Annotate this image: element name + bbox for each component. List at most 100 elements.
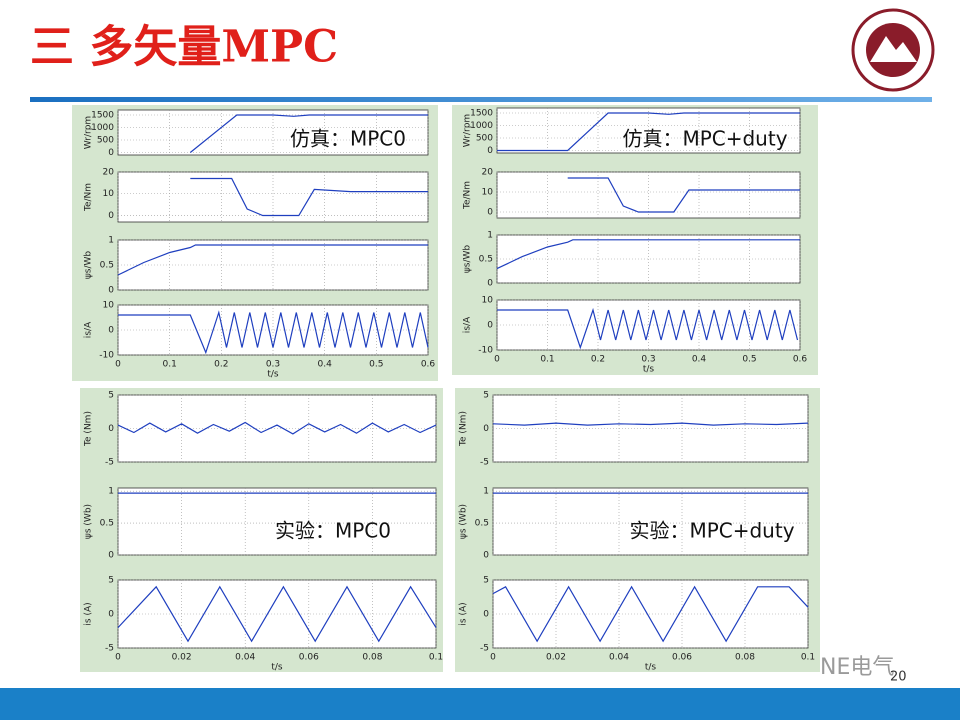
y-tick-label: -5 [105, 458, 114, 468]
y-tick-label: 1000 [470, 121, 493, 131]
waveform [118, 310, 429, 355]
panel-caption: 实验：MPC0 [275, 519, 391, 543]
x-tick-label: 0.3 [641, 355, 655, 365]
y-tick-label: 0 [108, 211, 114, 221]
plot-area [117, 109, 429, 156]
x-tick-label: 0 [115, 653, 121, 663]
page-number: 20 [890, 670, 907, 685]
y-axis-label: Te (Nm) [84, 411, 94, 447]
x-tick-label: 0.1 [429, 653, 443, 663]
y-tick-label: 0.5 [479, 255, 493, 265]
x-tick-label: 0.3 [266, 360, 280, 370]
y-tick-label: 10 [482, 296, 494, 306]
y-tick-label: 5 [483, 391, 489, 401]
x-tick-label: 0.1 [801, 653, 815, 663]
y-tick-label: 5 [108, 391, 114, 401]
y-tick-label: 0 [108, 286, 114, 296]
y-axis-label: Wr/rpm [84, 116, 94, 149]
y-tick-label: 1500 [470, 109, 493, 119]
y-axis-label: is (A) [459, 602, 469, 625]
x-tick-label: 0.06 [299, 653, 319, 663]
y-axis-label: Te/Nm [84, 183, 94, 212]
y-axis-label: Wr/rpm [463, 114, 473, 147]
plot-area [496, 171, 801, 219]
y-axis-label: Te (Nm) [459, 411, 469, 447]
waveform [117, 585, 437, 643]
y-tick-label: 1 [483, 487, 489, 497]
x-tick-label: 0 [115, 360, 121, 370]
slide-title: 三 多矢量MPC [30, 22, 338, 73]
x-axis-label: t/s [271, 663, 283, 673]
x-tick-label: 0.1 [163, 360, 177, 370]
logo [851, 8, 935, 92]
waveform [497, 112, 800, 152]
y-axis-label: ψs (Wb) [459, 504, 469, 539]
waveform [496, 239, 800, 270]
y-tick-label: 0 [487, 146, 493, 156]
y-tick-label: 0 [483, 610, 489, 620]
y-axis-label: Te/Nm [463, 181, 473, 210]
y-tick-label: 0.5 [100, 261, 114, 271]
x-tick-label: 0.1 [540, 355, 554, 365]
x-tick-label: 0.4 [692, 355, 707, 365]
x-tick-label: 0.5 [742, 355, 756, 365]
x-tick-label: 0.4 [318, 360, 333, 370]
footer-bar [0, 688, 960, 720]
y-tick-label: 1 [108, 236, 114, 246]
plot-area [117, 487, 437, 556]
y-tick-label: 0 [487, 279, 493, 289]
y-tick-label: 0 [483, 424, 489, 434]
waveform [492, 422, 809, 426]
y-tick-label: 5 [483, 576, 489, 586]
y-tick-label: -10 [99, 351, 114, 361]
waveform [492, 585, 809, 643]
watermark: NE电气 [820, 655, 894, 680]
waveform [190, 177, 428, 217]
x-tick-label: 0 [494, 355, 500, 365]
x-tick-label: 0.6 [421, 360, 436, 370]
y-tick-label: -5 [480, 458, 489, 468]
y-tick-label: 0.5 [475, 519, 489, 529]
y-tick-label: 10 [482, 188, 494, 198]
x-tick-label: 0.6 [793, 355, 808, 365]
y-tick-label: 10 [103, 301, 115, 311]
title-rule [30, 97, 932, 102]
panel-caption: 仿真：MPC+duty [622, 127, 787, 151]
y-tick-label: 0 [108, 610, 114, 620]
panel-caption: 实验：MPC+duty [629, 519, 794, 543]
x-tick-label: 0.04 [609, 653, 629, 663]
y-axis-label: ψs (Wb) [84, 504, 94, 539]
x-tick-label: 0.08 [735, 653, 755, 663]
y-tick-label: 500 [97, 136, 114, 146]
x-tick-label: 0.5 [369, 360, 383, 370]
y-tick-label: 0 [483, 551, 489, 561]
x-axis-label: t/s [267, 370, 279, 380]
x-tick-label: 0.02 [546, 653, 566, 663]
x-tick-label: 0.06 [672, 653, 692, 663]
y-tick-label: 1500 [91, 111, 114, 121]
y-tick-label: 0 [108, 551, 114, 561]
y-tick-label: -5 [480, 644, 489, 654]
x-axis-label: t/s [643, 365, 655, 375]
y-tick-label: 0.5 [100, 519, 114, 529]
x-tick-label: 0.2 [591, 355, 605, 365]
panel-caption: 仿真：MPC0 [290, 127, 406, 151]
y-tick-label: -10 [478, 346, 493, 356]
x-tick-label: 0.04 [235, 653, 255, 663]
plot-area [496, 107, 801, 154]
x-tick-label: 0 [490, 653, 496, 663]
y-tick-label: 1000 [91, 123, 114, 133]
y-tick-label: 0 [108, 326, 114, 336]
waveform [189, 114, 428, 153]
y-tick-label: 500 [476, 134, 493, 144]
waveform [567, 177, 800, 213]
y-axis-label: is/A [84, 321, 94, 338]
y-tick-label: 0 [108, 148, 114, 158]
y-axis-label: is (A) [84, 602, 94, 625]
y-tick-label: 20 [482, 168, 494, 178]
y-axis-label: ψs/Wb [84, 251, 94, 280]
x-tick-label: 0.2 [214, 360, 228, 370]
y-tick-label: 0 [487, 208, 493, 218]
y-tick-label: 1 [108, 487, 114, 497]
